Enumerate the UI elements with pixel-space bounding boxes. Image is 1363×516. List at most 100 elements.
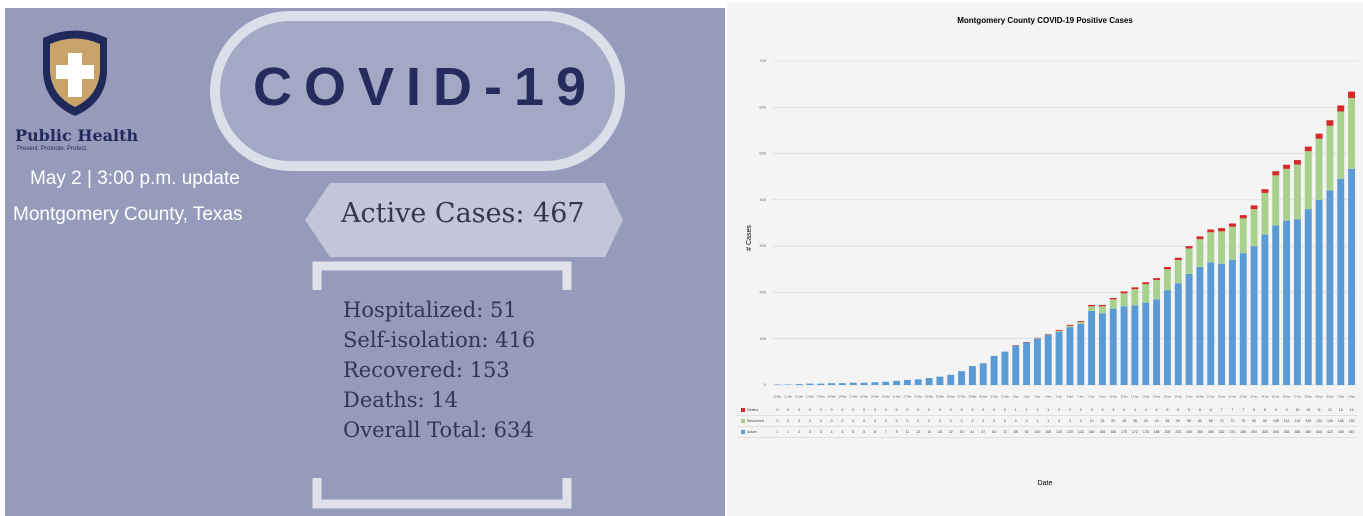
- x-tick-label: 9 Apr: [1099, 395, 1105, 399]
- table-value: 2: [1058, 419, 1060, 423]
- table-value: 11: [1317, 408, 1321, 412]
- bar-segment: [1283, 164, 1291, 169]
- table-value: 265: [1208, 430, 1214, 434]
- chart: Montgomery County COVID-19 Positive Case…: [727, 3, 1363, 516]
- y-tick-label: 700: [759, 58, 766, 63]
- table-value: 0: [820, 408, 822, 412]
- decor: [43, 11, 625, 509]
- bar-segment: [1088, 310, 1096, 385]
- table-value: 270: [1229, 430, 1235, 434]
- table-value: 358: [1294, 430, 1300, 434]
- table-value: 108: [1045, 430, 1051, 434]
- table-value: 90: [1263, 419, 1267, 423]
- table-value: 0: [776, 419, 778, 423]
- bar-segment: [1293, 219, 1301, 385]
- table-value: 22: [949, 430, 953, 434]
- x-tick-label: 13 Mar: [806, 395, 814, 399]
- table-value: 12: [916, 430, 920, 434]
- table-value: 15: [1100, 419, 1104, 423]
- bar-segment: [1304, 209, 1312, 385]
- table-value: 7: [1242, 408, 1244, 412]
- bar-segment: [1109, 297, 1117, 300]
- table-value: 0: [1004, 419, 1006, 423]
- bar-segment: [903, 379, 911, 385]
- table-value: 0: [906, 419, 908, 423]
- x-tick-label: 16 Mar: [838, 395, 846, 399]
- table-value: 0: [928, 419, 930, 423]
- table-value: 0: [950, 408, 952, 412]
- bracket-bottom: [312, 478, 572, 509]
- bar-segment: [1055, 331, 1063, 385]
- bar-segment: [1261, 189, 1269, 193]
- table-value: 132: [1078, 430, 1084, 434]
- table-value: 300: [1251, 430, 1257, 434]
- x-tick-label: 28 Apr: [1305, 395, 1313, 399]
- x-tick-label: 4 Apr: [1045, 395, 1051, 399]
- bar-segment: [1109, 308, 1117, 385]
- legend-swatch: [741, 419, 745, 423]
- bar-segment: [849, 382, 857, 385]
- x-tick-label: 22 Apr: [1240, 395, 1248, 399]
- table-value: 11: [906, 430, 910, 434]
- table-value: 72: [1230, 419, 1234, 423]
- table-value: 0: [971, 419, 973, 423]
- y-axis-label: # Cases: [746, 225, 753, 251]
- table-value: 2: [1069, 408, 1071, 412]
- bar-segment: [979, 363, 987, 385]
- table-value: 92: [1025, 430, 1029, 434]
- bar-segment: [1077, 322, 1085, 324]
- table-value: 1: [787, 430, 789, 434]
- bar-segment: [1283, 220, 1291, 385]
- bar-segment: [1207, 262, 1215, 385]
- table-value: 1: [1047, 419, 1049, 423]
- table-value: 0: [863, 408, 865, 412]
- table-value: 9: [896, 430, 898, 434]
- x-tick-label: 18 Apr: [1196, 395, 1204, 399]
- x-tick-label: 2 Apr: [1024, 395, 1030, 399]
- bar-segment: [1239, 215, 1247, 219]
- table-value: 178: [1143, 430, 1149, 434]
- x-tick-label: 17 Apr: [1185, 395, 1193, 399]
- y-tick-label: 400: [759, 197, 766, 202]
- x-tick-label: 19 Apr: [1207, 395, 1215, 399]
- table-value: 467: [1349, 430, 1355, 434]
- x-tick-label: 10 Apr: [1110, 395, 1118, 399]
- table-value: 160: [1089, 430, 1095, 434]
- table-value: 125: [1067, 430, 1073, 434]
- x-tick-label: 23 Apr: [1250, 395, 1258, 399]
- table-value: 0: [809, 419, 811, 423]
- table-value: 115: [1056, 430, 1062, 434]
- stats: Hospitalized: 51 Self-isolation: 416 Recov…: [343, 295, 535, 445]
- bar-segment: [1337, 179, 1345, 385]
- logo-tagline: Prevent. Promote. Protect.: [17, 146, 88, 152]
- table-value: 0: [961, 419, 963, 423]
- bar-segment: [1196, 239, 1204, 267]
- bar-segment: [990, 355, 998, 385]
- cross: [56, 53, 94, 97]
- table-value: 285: [1240, 430, 1246, 434]
- table-value: 0: [776, 408, 778, 412]
- bar-segment: [1012, 345, 1020, 385]
- table-value: 8: [1253, 408, 1255, 412]
- bar-segment: [1326, 125, 1334, 191]
- table-value: 0: [928, 408, 930, 412]
- table-value: 41: [970, 430, 974, 434]
- headline: COVID-19: [253, 57, 599, 117]
- bar-segment: [1001, 351, 1009, 385]
- x-tick-label: 26 Mar: [947, 395, 955, 399]
- x-tick-label: 18 Mar: [860, 395, 868, 399]
- table-value: 1: [1036, 408, 1038, 412]
- table-value: 28: [1122, 419, 1126, 423]
- table-value: 63: [992, 430, 996, 434]
- x-tick-label: 12 Mar: [795, 395, 803, 399]
- table-value: 15: [927, 430, 931, 434]
- stat-line: Recovered: 153: [343, 358, 510, 382]
- bar-segment: [806, 383, 814, 385]
- table-value: 0: [885, 408, 887, 412]
- bar-segment: [1098, 313, 1106, 385]
- table-value: 0: [841, 419, 843, 423]
- bar-segment: [1283, 168, 1291, 221]
- table-value: 12: [1328, 408, 1332, 412]
- y-tick-label: 600: [759, 104, 766, 109]
- bar-segment: [1131, 305, 1139, 385]
